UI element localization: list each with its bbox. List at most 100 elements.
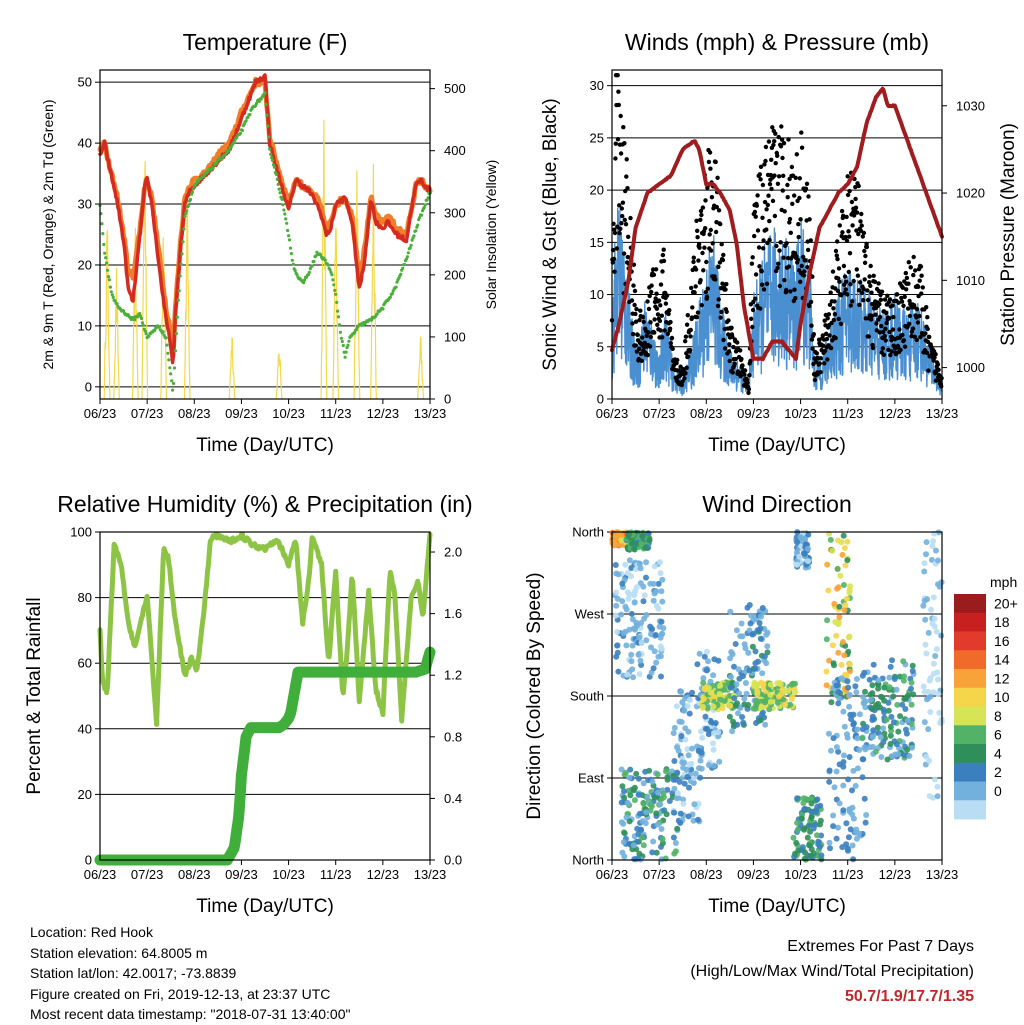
direction-point [875, 685, 882, 692]
direction-point [875, 677, 882, 684]
gust-point [624, 174, 629, 179]
y-tick-label: 100 [70, 525, 92, 540]
direction-point [624, 671, 631, 678]
dewpoint-point [409, 243, 413, 247]
dewpoint-point [336, 315, 341, 319]
gust-point [658, 328, 663, 333]
dewpoint-point [330, 273, 334, 277]
direction-point [923, 539, 930, 546]
direction-point [933, 547, 939, 554]
chart-title: Relative Humidity (%) & Precipitation (i… [57, 491, 472, 517]
direction-point [658, 588, 665, 595]
dewpoint-point [404, 257, 408, 261]
direction-point [705, 658, 711, 665]
recent-timestamp-text: Most recent data timestamp: "2018-07-31 … [30, 1006, 351, 1022]
direction-point [836, 800, 843, 807]
gust-point [856, 183, 861, 189]
gust-point [652, 317, 657, 322]
x-tick-label: 09/23 [225, 406, 258, 421]
direction-point [922, 616, 929, 623]
direction-point [672, 840, 679, 846]
gust-point [932, 355, 937, 360]
x-axis-label: Time (Day/UTC) [196, 435, 334, 456]
gust-point [882, 297, 888, 302]
x-tick-label: 06/23 [596, 867, 629, 882]
dewpoint-point [161, 330, 165, 334]
gust-point [622, 141, 627, 146]
direction-point [728, 649, 735, 655]
gust-point [708, 227, 713, 233]
dewpoint-point [111, 295, 115, 299]
gust-point [631, 283, 636, 288]
gust-point [730, 334, 735, 339]
gust-point [713, 229, 719, 235]
gust-point [878, 292, 883, 298]
gust-point [798, 217, 803, 222]
dewpoint-point [171, 381, 176, 386]
gust-point [780, 188, 785, 193]
colorbar-label: 2 [994, 764, 1002, 780]
direction-point [934, 783, 941, 790]
gust-point [856, 231, 861, 237]
direction-point [729, 728, 736, 735]
direction-point [759, 605, 766, 611]
gust-point [707, 150, 713, 155]
x-tick-label: 12/23 [367, 406, 400, 421]
gust-point [704, 259, 709, 265]
dewpoint-series [98, 91, 432, 392]
gust-point [647, 293, 652, 299]
direction-point [926, 757, 933, 764]
x-tick-label: 10/23 [272, 867, 305, 882]
direction-point [731, 695, 738, 702]
direction-point [866, 744, 873, 751]
gust-point [824, 331, 829, 336]
gust-point [848, 303, 853, 308]
speed-colorbar: mph 20+ 18 16 14 12 10 8 6 4 2 0 [954, 574, 1018, 820]
gust-point [729, 325, 734, 330]
direction-point [721, 686, 728, 693]
dewpoint-point [169, 372, 173, 376]
gust-point [899, 295, 904, 301]
direction-point [614, 595, 621, 602]
direction-point [710, 703, 717, 710]
direction-point [869, 682, 876, 689]
direction-point [844, 731, 850, 738]
direction-point [852, 829, 859, 836]
gust-point [746, 390, 751, 395]
direction-point [625, 595, 632, 602]
gust-point [755, 193, 760, 198]
dewpoint-point [172, 366, 177, 370]
direction-point [897, 713, 904, 720]
direction-point [660, 794, 667, 801]
gust-point [839, 208, 845, 214]
dewpoint-point [286, 228, 290, 233]
direction-point [926, 793, 933, 800]
direction-point [890, 719, 897, 726]
gust-point [675, 357, 680, 363]
gust-point [861, 286, 866, 292]
direction-point [801, 806, 808, 813]
gust-point [842, 274, 848, 279]
dewpoint-point [136, 315, 140, 319]
direction-point [935, 557, 941, 564]
direction-point [659, 630, 666, 637]
direction-point [798, 815, 805, 822]
gust-point [635, 332, 640, 337]
direction-point [618, 537, 625, 544]
direction-point [830, 812, 837, 819]
gust-point [890, 327, 896, 332]
gust-point [700, 205, 706, 210]
direction-point [710, 746, 717, 753]
direction-point [904, 692, 911, 699]
gust-point [648, 320, 653, 325]
gust-point [884, 320, 889, 326]
direction-point [670, 809, 677, 816]
direction-point [758, 613, 764, 620]
direction-point [893, 686, 900, 693]
gust-point [669, 335, 675, 341]
gust-point [809, 337, 815, 342]
solar-spike [275, 353, 283, 400]
gust-point [890, 303, 895, 308]
direction-point [701, 686, 708, 693]
direction-point [671, 850, 678, 857]
